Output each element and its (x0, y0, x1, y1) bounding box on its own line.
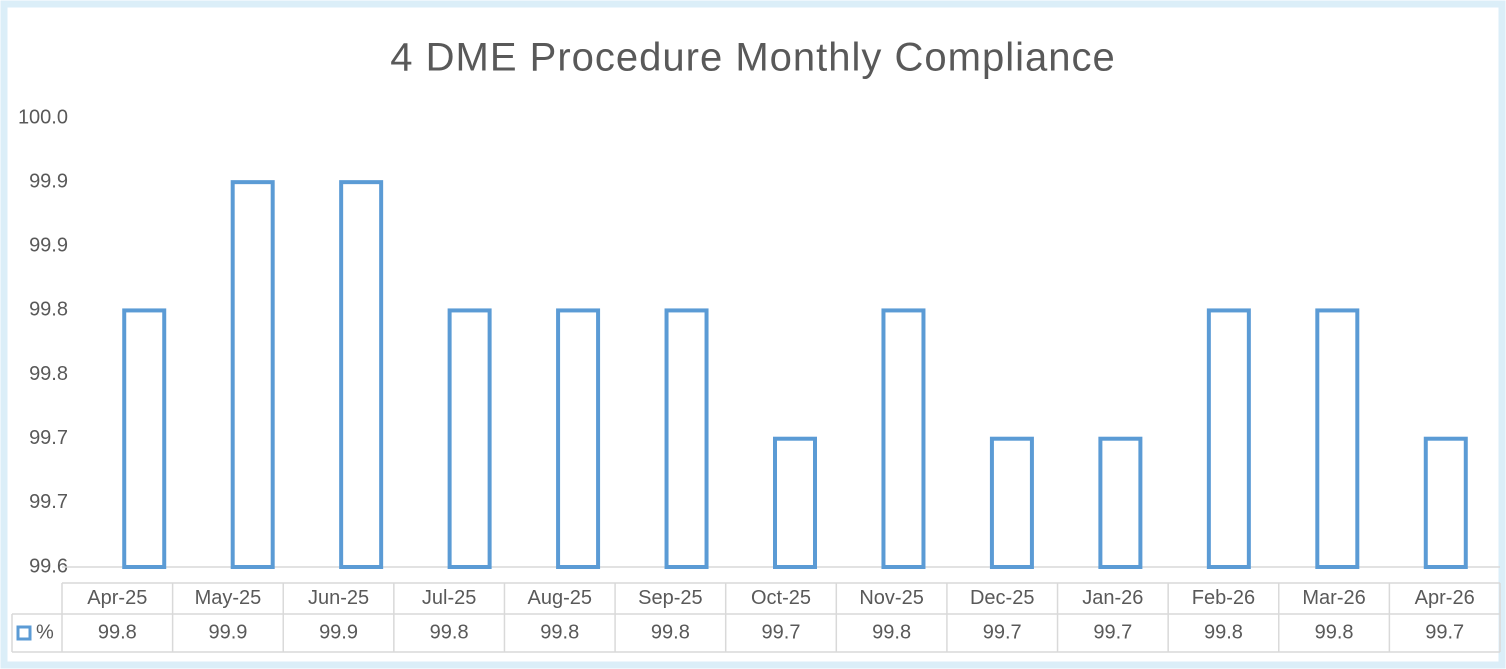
table-value: 99.9 (319, 621, 358, 643)
legend-label: % (36, 621, 54, 643)
x-tick-label: Oct-25 (751, 587, 811, 609)
table-value: 99.8 (651, 621, 690, 643)
x-tick-label: Feb-26 (1192, 587, 1255, 609)
table-value: 99.8 (1315, 621, 1354, 643)
table-value: 99.7 (762, 621, 801, 643)
x-tick-label: Jun-25 (308, 587, 369, 609)
bar (1423, 436, 1468, 570)
bar (773, 436, 817, 570)
legend-key (16, 625, 32, 641)
y-tick-label: 100.0 (18, 106, 68, 128)
y-tick-label: 99.8 (29, 363, 68, 385)
table-value: 99.7 (983, 621, 1022, 643)
table-value: 99.8 (430, 621, 469, 643)
table-value: 99.7 (1093, 621, 1132, 643)
bar (1315, 308, 1360, 569)
table-value: 99.9 (208, 621, 247, 643)
x-tick-label: Aug-25 (528, 587, 593, 609)
x-tick-label: Sep-25 (638, 587, 703, 609)
x-tick-label: Jan-26 (1082, 587, 1143, 609)
table-value: 99.8 (872, 621, 911, 643)
x-tick-label: Apr-25 (87, 587, 147, 609)
x-tick-label: May-25 (195, 587, 262, 609)
bar (664, 308, 709, 569)
y-tick-label: 99.6 (29, 555, 68, 577)
bar (230, 180, 275, 569)
y-tick-label: 99.9 (29, 170, 68, 192)
table-value: 99.8 (98, 621, 137, 643)
table-value: 99.7 (1425, 621, 1464, 643)
table-value: 99.8 (540, 621, 579, 643)
bar (989, 436, 1034, 570)
bar (556, 308, 601, 569)
y-tick-label: 99.7 (29, 491, 68, 513)
y-tick-label: 99.7 (29, 427, 68, 449)
table-value: 99.8 (1204, 621, 1243, 643)
bar (122, 308, 167, 569)
y-tick-label: 99.8 (29, 299, 68, 321)
x-tick-label: Apr-26 (1415, 587, 1475, 609)
bar (1206, 308, 1251, 569)
bar (447, 308, 492, 569)
x-tick-label: Nov-25 (859, 587, 923, 609)
x-tick-label: Jul-25 (422, 587, 476, 609)
bar (339, 180, 384, 569)
x-tick-label: Dec-25 (970, 587, 1034, 609)
bar (881, 308, 926, 569)
x-tick-label: Mar-26 (1302, 587, 1365, 609)
chart-title: 4 DME Procedure Monthly Compliance (390, 36, 1115, 80)
bar (1098, 436, 1143, 570)
y-tick-label: 99.9 (29, 235, 68, 257)
